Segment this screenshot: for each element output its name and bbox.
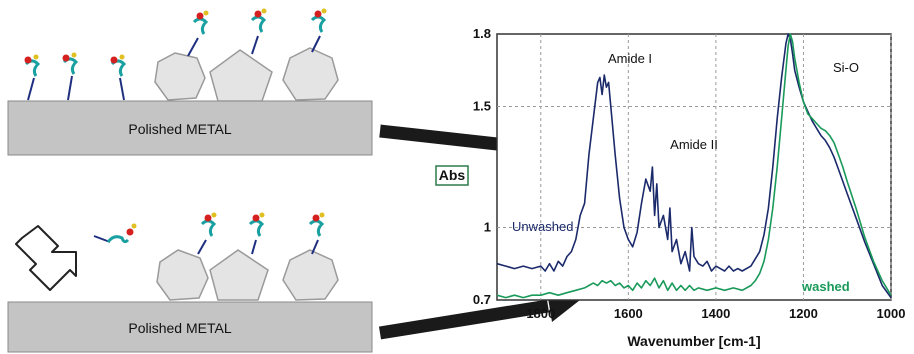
y-tick-label: 1.5 [473, 99, 491, 114]
particle-heptagon-2 [156, 249, 209, 301]
particle-heptagon-1 [282, 47, 339, 101]
particle-molecule-2 [250, 8, 267, 55]
top-panel: Polished METAL [7, 8, 373, 156]
chart-series [496, 33, 892, 299]
annotation-amide-2: Amide II [670, 137, 718, 152]
annotation-amide-1: Amide I [608, 51, 652, 66]
y-tick-label: 0.7 [473, 292, 491, 307]
bottom-plate-label: Polished METAL [128, 320, 231, 336]
series-label-unwashed: Unwashed [512, 219, 573, 234]
particle-molecule-1 [187, 10, 209, 57]
x-axis-ticks: 1800 1600 1400 1200 1000 [526, 306, 905, 321]
x-tick-label: 1000 [877, 306, 906, 321]
arrow-bottom-connector [378, 299, 550, 340]
particle-molecule-4 [197, 212, 217, 255]
x-axis-title: Wavenumber [cm-1] [627, 333, 760, 349]
detached-molecule [93, 223, 137, 244]
bottom-metal-plate [7, 301, 373, 353]
wash-arrow-icon [15, 225, 77, 291]
surface-molecule-1 [24, 54, 41, 101]
particle-heptagon-3 [282, 249, 339, 301]
particle-molecule-5 [248, 212, 265, 255]
y-tick-label: 1 [484, 219, 491, 234]
bottom-panel: Polished METAL [7, 212, 373, 353]
series-line-washed [496, 33, 892, 299]
x-tick-label: 1600 [614, 306, 643, 321]
top-plate-label: Polished METAL [128, 121, 231, 137]
x-tick-label: 1800 [526, 306, 555, 321]
x-tick-label: 1400 [701, 306, 730, 321]
particle-pentagon-1 [209, 49, 273, 102]
particle-molecule-6 [308, 212, 325, 255]
particle-molecule-3 [310, 8, 327, 53]
y-axis-ticks: 0.7 1 1.5 1.8 [473, 26, 491, 307]
y-axis-title-box [435, 165, 469, 186]
surface-molecule-2 [62, 52, 79, 101]
y-axis-title: Abs [439, 167, 466, 183]
particle-pentagon-2 [209, 249, 269, 301]
top-metal-plate [7, 100, 373, 156]
series-label-washed: washed [801, 279, 850, 294]
surface-molecule-3 [110, 54, 127, 101]
ftir-chart: 0.7 1 1.5 1.8 1800 1600 1400 1200 1000 Abs Wave… [435, 26, 905, 349]
x-tick-label: 1200 [789, 306, 818, 321]
y-tick-label: 1.8 [473, 26, 491, 41]
chart-plot-area [496, 33, 892, 301]
chart-grid [497, 34, 892, 300]
particle-hexagon-1 [154, 52, 206, 101]
annotation-si-o: Si-O [833, 60, 859, 75]
